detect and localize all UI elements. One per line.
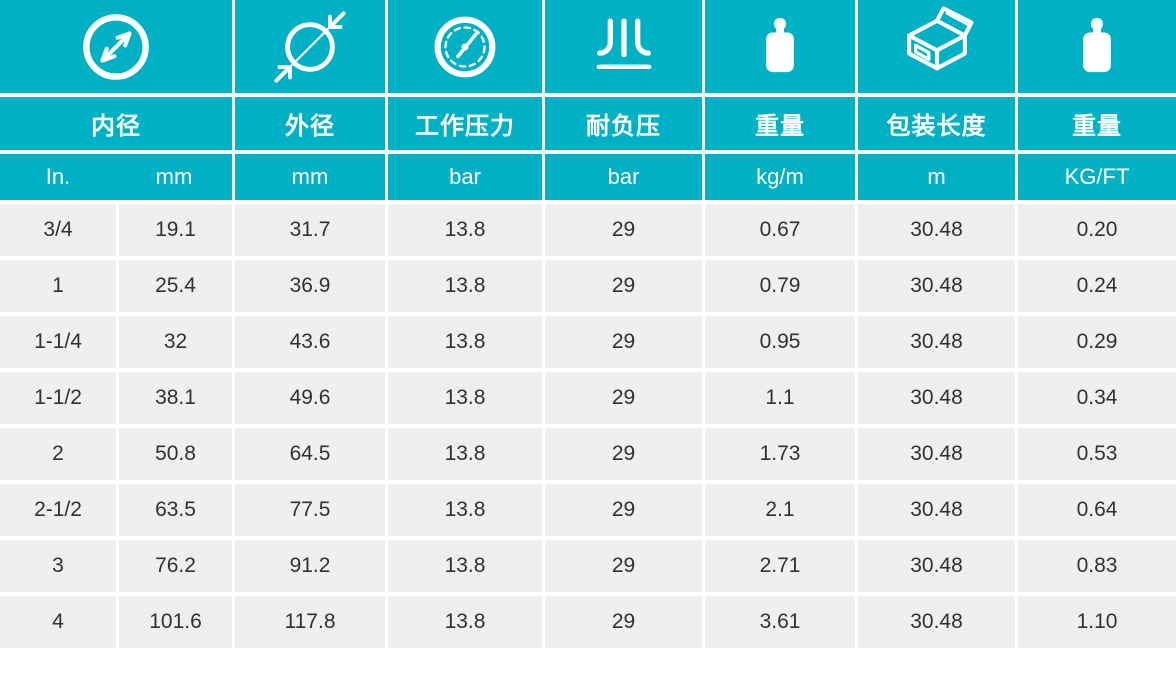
table-cell-r3-c0: 1-1/2 <box>0 372 116 424</box>
unit-label-inches: In. <box>45 164 71 189</box>
table-cell-r2-c0: 1-1/4 <box>0 316 116 368</box>
table-cell-r6-c6: 30.48 <box>858 540 1015 592</box>
table-cell-r0-c0: 3/4 <box>0 204 116 256</box>
column-header-inner-diameter: 内径 <box>0 97 232 150</box>
table-cell-r3-c6: 30.48 <box>858 372 1015 424</box>
table-cell-r2-c2: 43.6 <box>235 316 385 368</box>
table-cell-r3-c5: 1.1 <box>705 372 855 424</box>
icon-cell <box>858 0 1015 93</box>
table-cell-r7-c7: 1.10 <box>1018 596 1176 648</box>
table-cell-r6-c3: 13.8 <box>388 540 542 592</box>
unit-label-mm: mm <box>155 164 193 189</box>
weight-icon <box>766 17 794 72</box>
table-cell-r1-c7: 0.24 <box>1018 260 1176 312</box>
unit-cell: kg/m <box>705 154 855 200</box>
table-cell-r7-c4: 29 <box>545 596 702 648</box>
table-cell-r4-c3: 13.8 <box>388 428 542 480</box>
pressure-gauge-icon <box>434 16 496 77</box>
table-cell-r4-c4: 29 <box>545 428 702 480</box>
table-cell-r0-c5: 0.67 <box>705 204 855 256</box>
unit-cell: mm <box>235 154 385 200</box>
table-cell-r1-c1: 25.4 <box>119 260 232 312</box>
icon-cell <box>388 0 542 93</box>
package-box-icon <box>906 5 973 70</box>
table-cell-r3-c2: 49.6 <box>235 372 385 424</box>
weight-icon <box>1083 17 1111 72</box>
outer-diameter-icon <box>274 10 346 83</box>
table-cell-r5-c1: 63.5 <box>119 484 232 536</box>
table-cell-r3-c7: 0.34 <box>1018 372 1176 424</box>
table-cell-r5-c5: 2.1 <box>705 484 855 536</box>
table-cell-r2-c6: 30.48 <box>858 316 1015 368</box>
table-cell-r7-c1: 101.6 <box>119 596 232 648</box>
inner-diameter-icon <box>83 13 149 80</box>
column-header-vacuum: 耐负压 <box>545 97 702 150</box>
table-cell-r5-c2: 77.5 <box>235 484 385 536</box>
vacuum-resistance-icon <box>596 18 651 69</box>
table-cell-r4-c7: 0.53 <box>1018 428 1176 480</box>
table-cell-r7-c2: 117.8 <box>235 596 385 648</box>
unit-cell: bar <box>545 154 702 200</box>
unit-cell-inner-diameter: In. mm <box>0 154 232 200</box>
icon-cell <box>545 0 702 93</box>
table-cell-r2-c7: 0.29 <box>1018 316 1176 368</box>
unit-cell: m <box>858 154 1015 200</box>
table-cell-r7-c3: 13.8 <box>388 596 542 648</box>
table-cell-r4-c6: 30.48 <box>858 428 1015 480</box>
table-cell-r2-c3: 13.8 <box>388 316 542 368</box>
table-cell-r2-c4: 29 <box>545 316 702 368</box>
table-cell-r0-c3: 13.8 <box>388 204 542 256</box>
table-cell-r1-c5: 0.79 <box>705 260 855 312</box>
icon-cell <box>1018 0 1176 93</box>
table-cell-r7-c0: 4 <box>0 596 116 648</box>
table-cell-r5-c3: 13.8 <box>388 484 542 536</box>
table-cell-r6-c1: 76.2 <box>119 540 232 592</box>
table-cell-r3-c1: 38.1 <box>119 372 232 424</box>
table-cell-r1-c0: 1 <box>0 260 116 312</box>
table-cell-r0-c2: 31.7 <box>235 204 385 256</box>
table-cell-r1-c4: 29 <box>545 260 702 312</box>
table-cell-r1-c6: 30.48 <box>858 260 1015 312</box>
table-cell-r3-c3: 13.8 <box>388 372 542 424</box>
column-header-package-length: 包装长度 <box>858 97 1015 150</box>
table-cell-r0-c4: 29 <box>545 204 702 256</box>
unit-cell: bar <box>388 154 542 200</box>
table-cell-r4-c5: 1.73 <box>705 428 855 480</box>
table-cell-r5-c7: 0.64 <box>1018 484 1176 536</box>
table-cell-r5-c0: 2-1/2 <box>0 484 116 536</box>
table-cell-r6-c5: 2.71 <box>705 540 855 592</box>
spec-table: 内径 外径 工作压力 耐负压 重量 包装长度 重量 In. mm mm bar … <box>0 0 1176 648</box>
column-header-outer-diameter: 外径 <box>235 97 385 150</box>
icon-cell <box>0 0 232 93</box>
table-cell-r2-c1: 32 <box>119 316 232 368</box>
icon-cell <box>705 0 855 93</box>
table-cell-r6-c0: 3 <box>0 540 116 592</box>
table-cell-r1-c3: 13.8 <box>388 260 542 312</box>
table-cell-r7-c6: 30.48 <box>858 596 1015 648</box>
table-cell-r2-c5: 0.95 <box>705 316 855 368</box>
table-cell-r0-c6: 30.48 <box>858 204 1015 256</box>
table-cell-r4-c0: 2 <box>0 428 116 480</box>
table-cell-r6-c2: 91.2 <box>235 540 385 592</box>
table-cell-r4-c1: 50.8 <box>119 428 232 480</box>
table-cell-r0-c7: 0.20 <box>1018 204 1176 256</box>
table-cell-r6-c7: 0.83 <box>1018 540 1176 592</box>
column-header-weight: 重量 <box>705 97 855 150</box>
unit-cell: KG/FT <box>1018 154 1176 200</box>
icon-cell <box>235 0 385 93</box>
table-cell-r7-c5: 3.61 <box>705 596 855 648</box>
table-cell-r5-c6: 30.48 <box>858 484 1015 536</box>
column-header-weight-kgft: 重量 <box>1018 97 1176 150</box>
table-cell-r0-c1: 19.1 <box>119 204 232 256</box>
column-header-working-pressure: 工作压力 <box>388 97 542 150</box>
table-cell-r1-c2: 36.9 <box>235 260 385 312</box>
table-cell-r3-c4: 29 <box>545 372 702 424</box>
table-cell-r4-c2: 64.5 <box>235 428 385 480</box>
table-cell-r5-c4: 29 <box>545 484 702 536</box>
table-cell-r6-c4: 29 <box>545 540 702 592</box>
